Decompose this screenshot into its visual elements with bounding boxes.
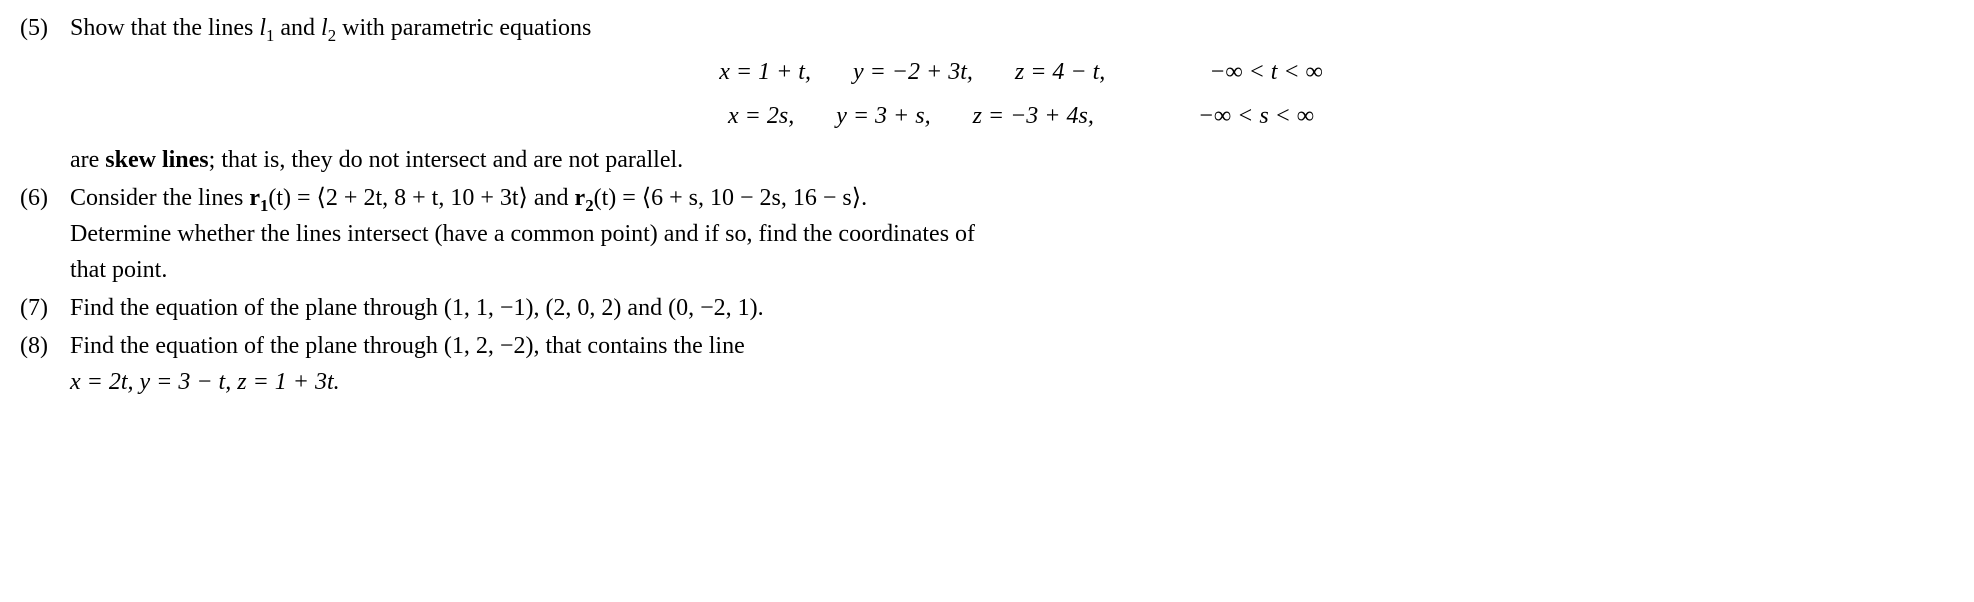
p5-eq1-x: x = 1 + t, [719,54,811,90]
problem-7-number: (7) [20,290,70,326]
p6-and: and [528,185,575,211]
p5-l2: l [321,15,328,41]
p5-l2-sub: 2 [328,26,336,45]
problem-5-equation-1: x = 1 + t, y = −2 + 3t, z = 4 − t, −∞ < … [70,54,1954,90]
problem-6-line3: that point. [70,252,1954,288]
p5-intro-pre: Show that the lines [70,15,259,41]
p5-conc-pre: are [70,147,105,173]
problem-5-intro: Show that the lines l1 and l2 with param… [70,10,1954,46]
problem-8-body: Find the equation of the plane through (… [70,328,1954,400]
p6-r2-arg: (t) = ⟨6 + s, 10 − 2s, 16 − s⟩. [594,185,868,211]
p5-l1: l [259,15,266,41]
p5-eq2-z: z = −3 + 4s, [973,98,1094,134]
p5-eq2-x: x = 2s, [728,98,794,134]
problem-6: (6) Consider the lines r1(t) = ⟨2 + 2t, … [20,180,1954,288]
p6-r2-bold: r [575,185,586,211]
p6-r1-arg: (t) = ⟨2 + 2t, 8 + t, 10 + 3t⟩ [268,185,528,211]
problem-6-line2: Determine whether the lines intersect (h… [70,216,1954,252]
problem-8-text: Find the equation of the plane through (… [70,328,1954,364]
p5-and: and [274,15,321,41]
problem-5-number: (5) [20,10,70,178]
problem-8-number: (8) [20,328,70,400]
p5-eq2-y: y = 3 + s, [836,98,930,134]
problem-7-text: Find the equation of the plane through (… [70,290,1954,326]
p5-eq2-range: −∞ < s < ∞ [1198,98,1314,134]
problem-8: (8) Find the equation of the plane throu… [20,328,1954,400]
problem-6-body: Consider the lines r1(t) = ⟨2 + 2t, 8 + … [70,180,1954,288]
p6-line1-pre: Consider the lines [70,185,249,211]
p5-eq1-range: −∞ < t < ∞ [1209,54,1322,90]
problem-5-body: Show that the lines l1 and l2 with param… [70,10,1954,178]
p5-eq1-y: y = −2 + 3t, [853,54,973,90]
problem-8-equation: x = 2t, y = 3 − t, z = 1 + 3t. [70,364,1954,400]
problem-5-conclusion: are skew lines; that is, they do not int… [70,142,1954,178]
problem-7: (7) Find the equation of the plane throu… [20,290,1954,326]
p5-conc-post: ; that is, they do not intersect and are… [209,147,684,173]
p5-conc-bold: skew lines [105,147,208,173]
problem-7-body: Find the equation of the plane through (… [70,290,1954,326]
problem-5: (5) Show that the lines l1 and l2 with p… [20,10,1954,178]
p5-eq1-z: z = 4 − t, [1015,54,1105,90]
p5-intro-post: with parametric equations [336,15,591,41]
problem-6-number: (6) [20,180,70,288]
problem-6-line1: Consider the lines r1(t) = ⟨2 + 2t, 8 + … [70,180,1954,216]
p6-r1-bold: r [249,185,260,211]
p6-r2-sub: 2 [585,196,593,215]
problem-5-equation-2: x = 2s, y = 3 + s, z = −3 + 4s, −∞ < s <… [70,98,1954,134]
